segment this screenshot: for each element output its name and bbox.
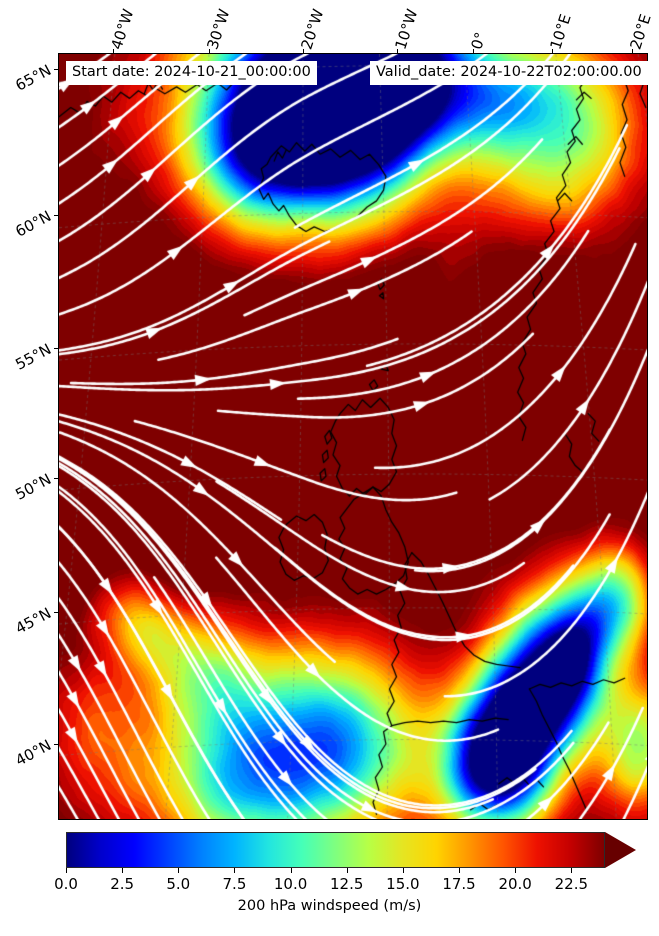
longitude-tick [552,49,553,53]
longitude-tick-label: 0° [467,30,490,52]
colorbar-tick-label: 5.0 [166,875,191,893]
valid-date-label: Valid_date: 2024-10-22T02:00:00.00 [370,61,648,85]
map-plot-area [58,53,648,820]
latitude-tick [54,478,58,479]
windspeed-field-canvas [59,54,647,819]
longitude-tick-label: 40°W [107,6,138,52]
latitude-tick-label: 60°N [12,207,55,241]
latitude-tick-label: 65°N [12,61,55,95]
colorbar-tick [571,868,573,873]
colorbar-tick [66,868,67,873]
colorbar-tick-label: 10.0 [273,875,308,893]
longitude-tick-label: 10°E [546,11,575,52]
colorbar-tick [122,868,124,873]
colorbar-tick-label: 15.0 [386,875,420,893]
latitude-tick [54,215,58,216]
colorbar-tick-label: 20.0 [498,875,532,893]
colorbar-tick [402,868,404,873]
longitude-tick-label: 20°E [626,11,655,52]
latitude-tick [54,744,58,745]
colorbar-tick-label: 22.5 [554,875,589,893]
longitude-tick [303,49,304,53]
latitude-tick-label: 45°N [12,604,55,638]
latitude-tick [54,612,58,613]
latitude-tick-label: 40°N [12,736,55,770]
colorbar-tick-label: 12.5 [330,875,364,893]
latitude-tick [54,348,58,349]
colorbar-tick [290,868,292,873]
colorbar-tick-axis: 0.0 2.5 5.0 7.5 10.0 12.5 15.0 17.5 20.0 22.5 [54,868,636,896]
colorbar-title: 200 hPa windspeed (m/s) [237,898,422,914]
colorbar-tick [515,868,517,873]
longitude-tick [473,49,474,53]
longitude-tick-label: 10°W [391,6,422,52]
longitude-tick [209,49,210,53]
colorbar-tick [234,868,236,873]
colorbar-tick-label: 2.5 [110,875,135,893]
longitude-tick-label: 20°W [297,6,328,52]
latitude-tick [54,69,58,70]
latitude-tick-label: 50°N [12,470,55,504]
colorbar-gradient [66,832,605,868]
colorbar-tick-label: 7.5 [222,875,247,893]
colorbar [66,832,636,868]
latitude-tick-label: 55°N [12,340,55,374]
colorbar-extend-max-arrow [605,832,636,868]
colorbar-tick [459,868,461,873]
colorbar-tick-label: 0.0 [54,875,78,893]
colorbar-tick [178,868,180,873]
longitude-tick [632,49,633,53]
start-date-label: Start date: 2024-10-21_00:00:00 [66,61,317,85]
longitude-tick-label: 30°W [203,6,234,52]
longitude-tick [397,49,398,53]
colorbar-tick [346,868,348,873]
colorbar-tick-label: 17.5 [442,875,476,893]
longitude-tick [113,49,114,53]
